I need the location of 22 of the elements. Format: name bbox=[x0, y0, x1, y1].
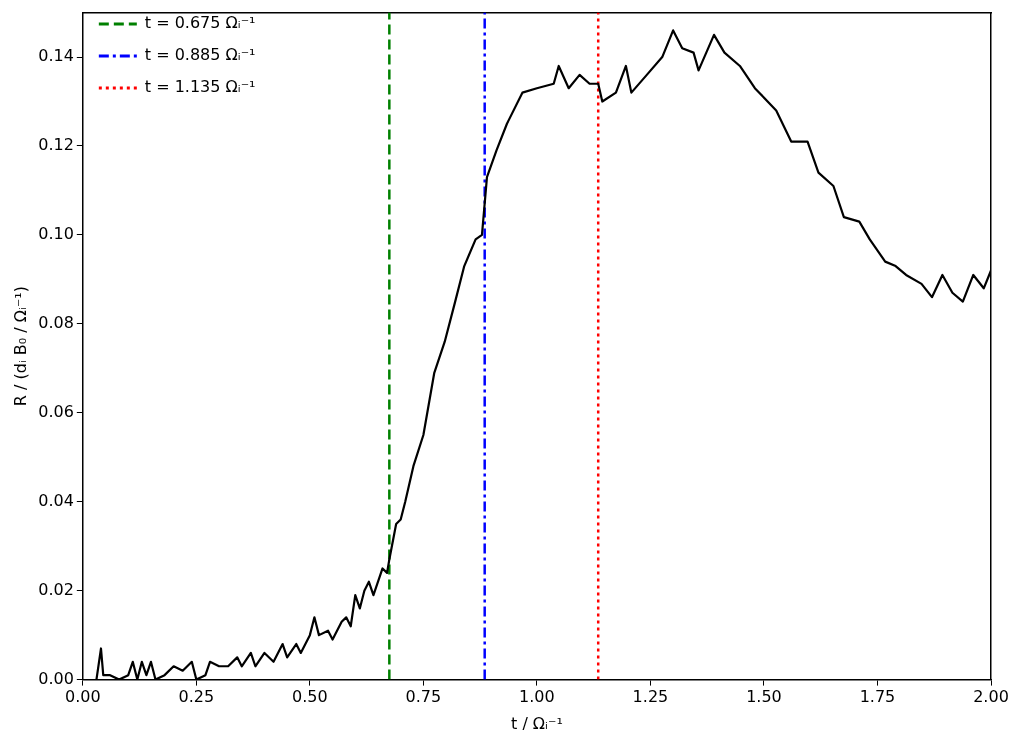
y-tick-label: 0.06 bbox=[38, 401, 74, 421]
y-tick-label: 0.04 bbox=[38, 490, 74, 510]
legend-label: t = 0.885 Ωᵢ⁻¹ bbox=[144, 45, 256, 65]
y-tick-label: 0.00 bbox=[38, 668, 74, 688]
x-tick-label: 2.00 bbox=[973, 687, 1009, 707]
y-tick-label: 0.08 bbox=[38, 313, 74, 333]
y-tick-label: 0.14 bbox=[38, 46, 74, 66]
x-tick-label: 1.25 bbox=[632, 687, 669, 707]
y-tick-label: 0.02 bbox=[38, 579, 74, 599]
y-tick-label: 0.10 bbox=[38, 224, 74, 244]
x-tick-label: 0.75 bbox=[405, 687, 442, 707]
x-tick-label: 0.50 bbox=[292, 687, 328, 707]
x-axis-title: t / Ωᵢ⁻¹ bbox=[511, 713, 563, 733]
x-tick-label: 1.00 bbox=[519, 687, 555, 707]
x-tick-label: 0.00 bbox=[65, 687, 101, 707]
y-tick-label: 0.12 bbox=[38, 135, 74, 155]
x-tick-label: 0.25 bbox=[178, 687, 215, 707]
legend-label: t = 0.675 Ωᵢ⁻¹ bbox=[144, 13, 256, 33]
x-tick-label: 1.75 bbox=[859, 687, 896, 707]
legend-label: t = 1.135 Ωᵢ⁻¹ bbox=[144, 77, 256, 97]
y-axis-title: R / (dᵢ B₀ / Ωᵢ⁻¹) bbox=[10, 286, 30, 407]
x-tick-label: 1.50 bbox=[746, 687, 782, 707]
